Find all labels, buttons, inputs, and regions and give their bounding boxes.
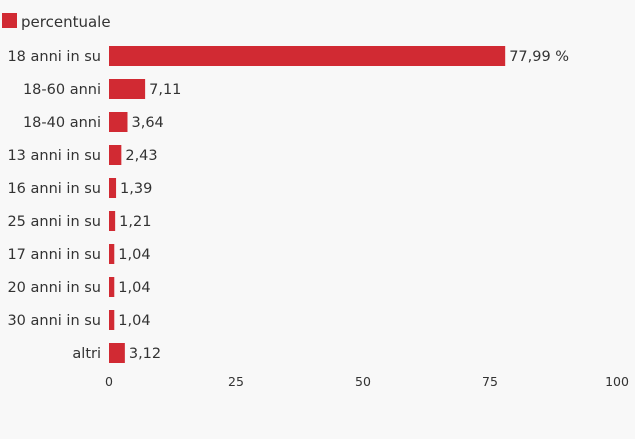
value-label: 77,99 % [509,49,569,65]
x-tick-label: 50 [355,374,371,389]
value-label: 1,39 [120,181,152,197]
legend: percentuale [2,13,111,31]
category-label: 13 anni in su [7,148,101,164]
category-label: 18 anni in su [7,49,101,65]
value-label: 7,11 [149,82,181,98]
value-label: 1,21 [119,214,151,230]
bar [109,310,115,330]
category-label: 17 anni in su [7,247,101,263]
bar [109,79,146,99]
value-labels: 77,99 % 7,11 3,64 2,43 1,39 1,21 1,04 1,04 1,04 3… [118,49,569,362]
category-label: 25 anni in su [7,214,101,230]
legend-swatch [2,13,17,28]
value-label: 1,04 [118,313,150,329]
bars-group [109,46,506,363]
x-tick-label: 100 [605,374,629,389]
bar [109,178,117,198]
x-tick-label: 0 [105,374,113,389]
category-label: 16 anni in su [7,181,101,197]
category-label: altri [72,346,101,362]
bar [109,46,506,66]
legend-label: percentuale [21,13,111,31]
x-tick-label: 25 [228,374,244,389]
value-label: 1,04 [118,280,150,296]
bar [109,244,115,264]
category-labels: 18 anni in su 18-60 anni 18-40 anni 13 anni… [7,49,101,362]
bar [109,112,128,132]
bar [109,145,122,165]
value-label: 3,12 [129,346,161,362]
category-label: 30 anni in su [7,313,101,329]
bar [109,343,125,363]
bar [109,277,115,297]
x-axis: 0 25 50 75 100 [105,374,629,389]
category-label: 18-60 anni [23,82,101,98]
value-label: 3,64 [131,115,163,131]
category-label: 18-40 anni [23,115,101,131]
bar [109,211,116,231]
value-label: 1,04 [118,247,150,263]
x-tick-label: 75 [482,374,498,389]
category-label: 20 anni in su [7,280,101,296]
value-label: 2,43 [125,148,157,164]
